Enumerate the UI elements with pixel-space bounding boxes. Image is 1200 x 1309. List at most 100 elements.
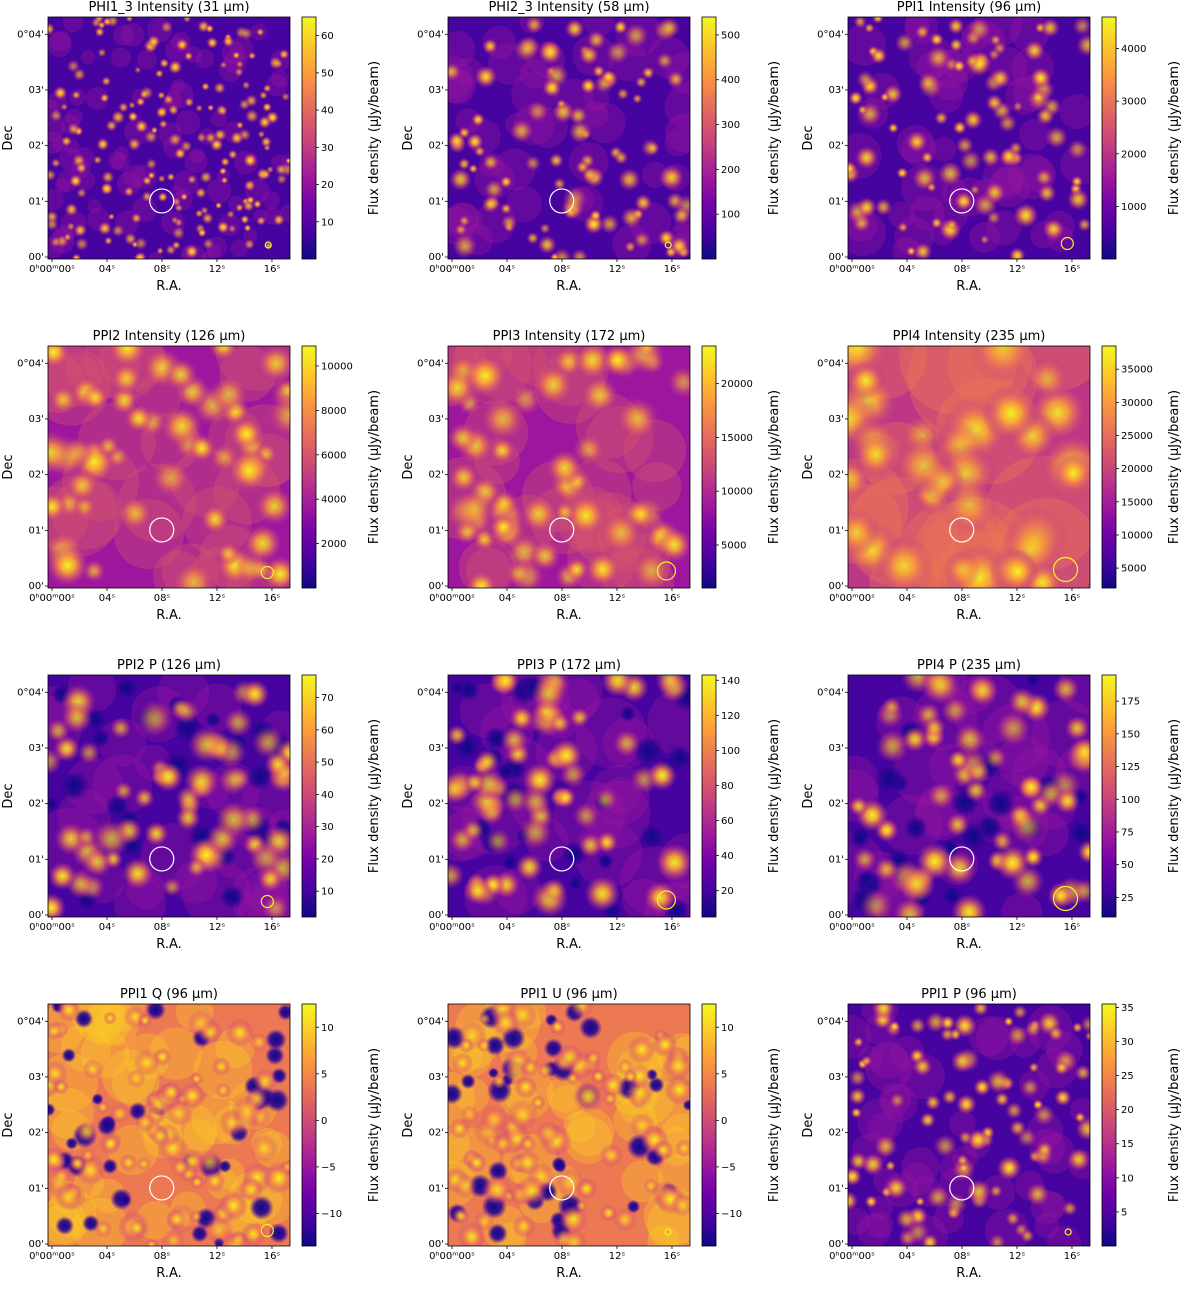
heatmap-source — [986, 210, 1002, 226]
heatmap-image — [48, 1004, 290, 1246]
colorbar-tick-label: 100 — [721, 210, 740, 221]
colorbar-tick-label: 300 — [721, 120, 740, 131]
heatmap-image — [48, 17, 290, 259]
x-axis-label: R.A. — [156, 279, 182, 294]
heatmap-source — [234, 67, 244, 77]
heatmap-source — [1030, 67, 1052, 89]
chart-title: PPI1 P (96 μm) — [921, 987, 1017, 1002]
y-axis-label: Dec — [401, 454, 416, 479]
beam-circle — [260, 1223, 274, 1238]
heatmap-source — [919, 1112, 936, 1129]
heatmap-source — [462, 353, 508, 399]
heatmap-structure — [175, 110, 201, 135]
heatmap-source — [162, 877, 182, 897]
heatmap-source — [60, 103, 69, 111]
heatmap-source — [1071, 1021, 1083, 1034]
heatmap-source — [227, 224, 237, 234]
heatmap-source — [48, 861, 77, 891]
y-tick-label: 03' — [829, 414, 844, 425]
heatmap-source — [463, 771, 486, 794]
heatmap-source — [468, 163, 479, 174]
chart-title: PPI2 Intensity (126 μm) — [92, 329, 246, 344]
heatmap-source — [848, 160, 857, 177]
colorbar-tick-label: 30000 — [1121, 398, 1153, 409]
heatmap-source — [208, 346, 239, 362]
heatmap-source — [860, 1055, 873, 1067]
heatmap-source — [921, 151, 934, 164]
heatmap-source — [133, 252, 145, 259]
heatmap-structure — [584, 102, 626, 144]
colorbar-tick-label: 20 — [321, 854, 334, 865]
heatmap-source — [240, 214, 250, 225]
heatmap-source — [537, 235, 557, 255]
beam-circle — [664, 1228, 672, 1236]
heatmap-source — [160, 20, 173, 34]
colorbar-tick-label: 20 — [321, 180, 334, 191]
heatmap-source — [60, 701, 93, 734]
heatmap-source — [1035, 168, 1054, 187]
x-tick-label: 0ʰ00ᵐ00ˢ — [29, 264, 75, 275]
heatmap-source — [113, 781, 134, 801]
heatmap-source — [110, 362, 143, 395]
heatmap-source — [75, 162, 88, 174]
heatmap-source — [580, 77, 597, 95]
heatmap-source — [261, 894, 290, 917]
heatmap-source — [71, 253, 82, 259]
colorbar-tick-label: 10000 — [1121, 530, 1153, 541]
heatmap-source — [226, 209, 235, 219]
heatmap-source — [184, 97, 195, 108]
colorbar — [1101, 16, 1117, 260]
heatmap-source — [157, 91, 166, 100]
heatmap-source — [53, 1079, 69, 1095]
heatmap-source — [997, 113, 1018, 133]
heatmap-source — [913, 242, 933, 259]
colorbar — [301, 674, 317, 918]
heatmap-low-spot — [448, 1083, 463, 1105]
y-tick-label: 01' — [829, 196, 844, 207]
heatmap-structure — [243, 228, 258, 243]
heatmap-source — [214, 800, 253, 839]
heatmap-source — [589, 209, 602, 222]
colorbar-tick-label: −10 — [721, 1209, 742, 1220]
heatmap-source — [861, 1152, 885, 1177]
heatmap-source — [853, 1036, 864, 1048]
heatmap-source — [102, 17, 112, 27]
x-tick-label: 08ˢ — [954, 922, 971, 933]
heatmap-source — [96, 1100, 110, 1114]
heatmap-source — [133, 787, 155, 809]
y-tick-label: 00' — [829, 910, 844, 921]
heatmap-source — [463, 876, 493, 906]
heatmap-source — [474, 65, 498, 89]
heatmap-source — [940, 696, 970, 725]
heatmap-source — [514, 1149, 541, 1176]
heatmap-source — [872, 17, 884, 24]
heatmap-structure — [968, 1015, 1009, 1057]
heatmap-source — [1031, 90, 1046, 105]
heatmap-source — [448, 461, 480, 494]
heatmap-source — [223, 707, 254, 738]
heatmap-structure — [206, 178, 232, 204]
heatmap-source — [167, 104, 179, 116]
heatmap-source — [613, 19, 628, 35]
heatmap-source — [969, 346, 1037, 383]
heatmap-structure — [48, 114, 66, 142]
y-tick-label: 0°04' — [417, 29, 444, 40]
colorbar-tick-label: 10 — [1121, 1173, 1134, 1184]
colorbar-tick-label: 50 — [321, 758, 334, 769]
heatmap-source — [1012, 101, 1024, 112]
y-tick-label: 01' — [29, 854, 44, 865]
heatmap-source — [937, 160, 963, 187]
y-tick-label: 02' — [829, 799, 844, 810]
heatmap-source — [635, 346, 659, 358]
heatmap-source — [206, 36, 219, 49]
heatmap-source — [930, 217, 943, 229]
heatmap-source — [145, 158, 158, 170]
heatmap-source — [449, 167, 473, 191]
heatmap-source — [1028, 1062, 1040, 1073]
heatmap-source — [940, 1027, 955, 1042]
heatmap-source — [983, 181, 1006, 204]
heatmap-source — [658, 164, 685, 191]
heatmap-source — [76, 187, 87, 199]
colorbar-tick-label: 35 — [1121, 1003, 1134, 1014]
heatmap-source — [51, 158, 61, 168]
